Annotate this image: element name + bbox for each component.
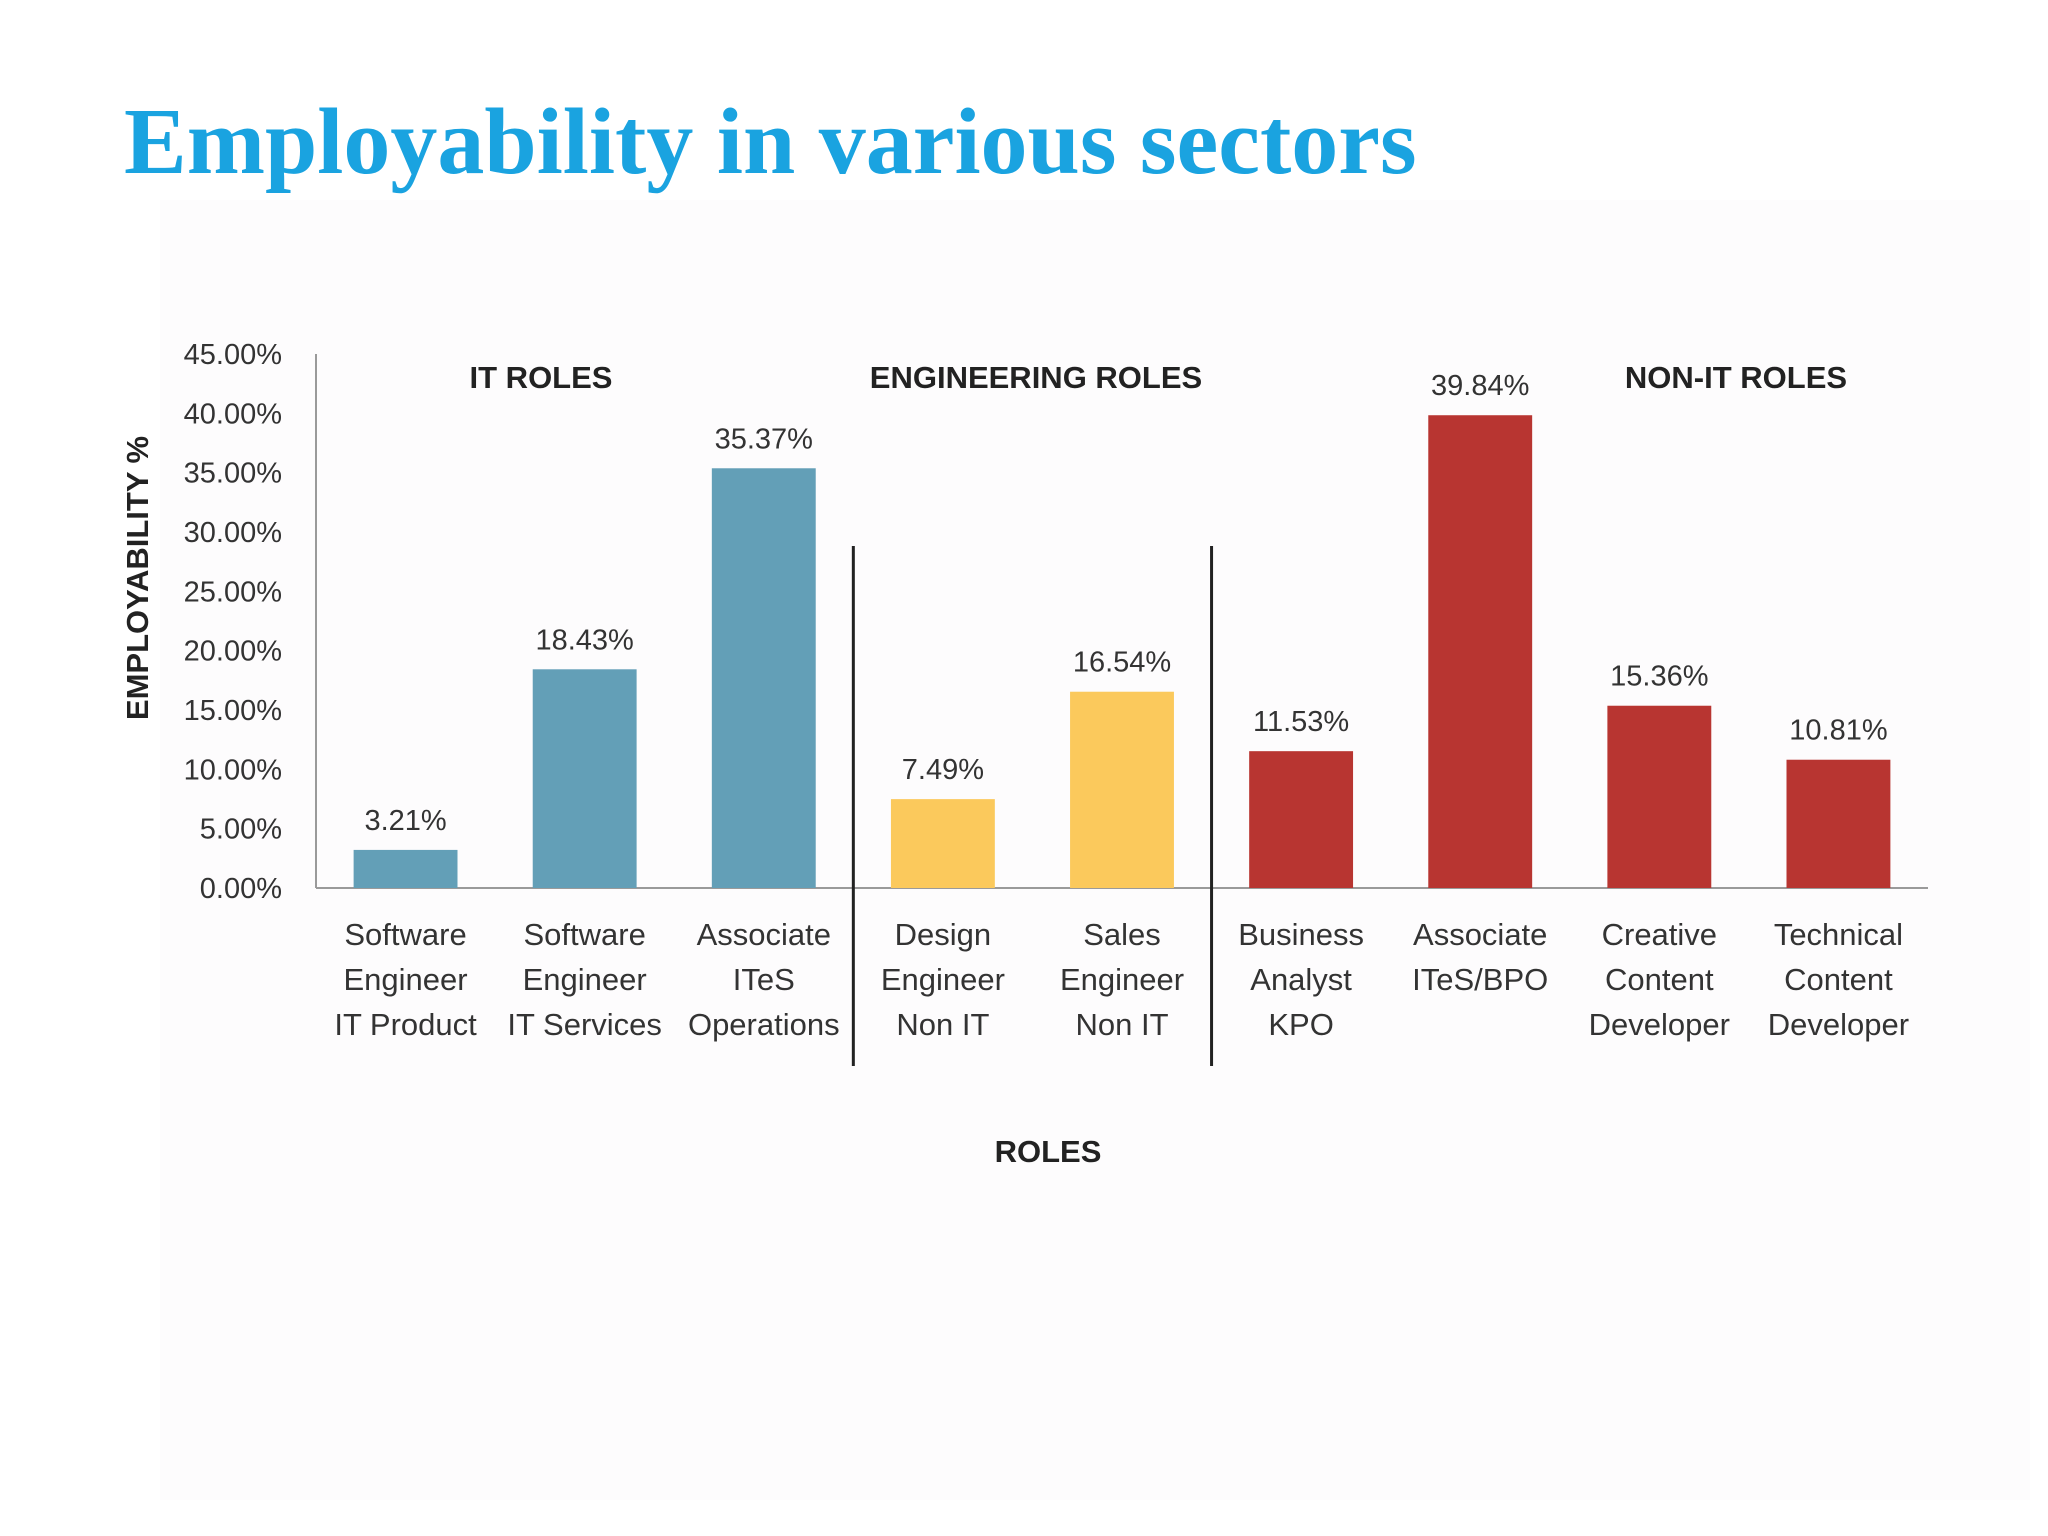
x-category-label-line: IT Services [507,1007,661,1042]
x-category-label-line: Content [1605,962,1714,997]
data-label: 18.43% [535,624,633,656]
x-category-label-line: Developer [1768,1007,1909,1042]
x-category-label-line: Associate [1413,917,1547,952]
group-label: IT ROLES [470,360,613,395]
bar [353,849,458,888]
x-category-label-line: ITeS/BPO [1412,962,1548,997]
bar [711,468,816,888]
x-category-label-line: Developer [1589,1007,1730,1042]
bar [1249,751,1354,888]
bar [532,669,637,888]
x-category-label: Associate ITeS Operations [688,917,840,1042]
data-label: 3.21% [364,805,446,837]
x-category-label-line: Operations [688,1007,840,1042]
x-category-label-line: Engineer [1060,962,1184,997]
bars [353,415,1891,888]
x-category-label-line: ITeS [733,962,795,997]
data-label: 39.84% [1431,370,1529,402]
y-tick-label: 35.00% [184,458,282,490]
data-label: 7.49% [902,754,984,786]
x-category-label-line: Software [344,917,466,952]
x-category-label-line: Creative [1602,917,1717,952]
group-label: ENGINEERING ROLES [870,360,1202,395]
y-tick-label: 40.00% [184,398,282,430]
data-label: 15.36% [1610,661,1708,693]
y-tick-label: 20.00% [184,636,282,668]
y-tick-label: 0.00% [200,873,282,905]
x-category-label-line: Design [895,917,992,952]
x-category-label: Design Engineer Non IT [881,917,1005,1042]
x-category-label-line: Non IT [1075,1007,1168,1042]
group-dividers [851,546,1214,1066]
x-category-label-line: Engineer [344,962,468,997]
y-tick-label: 15.00% [184,695,282,727]
x-category-label: Technical Content Developer [1768,917,1909,1042]
x-category-label: Business Analyst KPO [1238,917,1364,1042]
bar [1607,705,1712,888]
x-category-label-line: Content [1784,962,1893,997]
x-category-label-line: Engineer [881,962,1005,997]
bar [1786,759,1891,888]
x-category-label-line: Technical [1774,917,1903,952]
y-tick-label: 25.00% [184,576,282,608]
y-tick-label: 45.00% [184,339,282,371]
category-labels: Software Engineer IT Product Software Engine… [334,917,1909,1042]
x-category-label: Associate ITeS/BPO [1412,917,1548,997]
data-label: 16.54% [1073,647,1171,679]
x-category-label-line: Associate [697,917,831,952]
y-tick-label: 30.00% [184,517,282,549]
data-label: 10.81% [1789,715,1887,747]
data-labels: 3.21% 18.43% 35.37% 7.49% 16.54% 11.53% 39.84%… [364,370,1887,837]
bar [1428,415,1533,888]
x-category-label-line: Software [523,917,645,952]
y-tick-label: 10.00% [184,754,282,786]
data-label: 35.37% [715,423,813,455]
x-category-label: Sales Engineer Non IT [1060,917,1184,1042]
y-axis-ticks: 0.00% 5.00% 10.00% 15.00% 20.00% 25.00% 30.00%… [184,339,282,905]
x-category-label-line: IT Product [334,1007,477,1042]
x-category-label: Software Engineer IT Product [334,917,477,1042]
x-category-label-line: Sales [1083,917,1161,952]
x-category-label-line: Non IT [896,1007,989,1042]
slide-title: Employability in various sectors [124,90,1417,194]
x-category-label-line: KPO [1268,1007,1333,1042]
group-label: NON-IT ROLES [1625,360,1847,395]
y-axis-title: EMPLOYABILITY % [120,436,155,720]
data-label: 11.53% [1253,706,1349,738]
bar [1070,691,1174,888]
group-labels: IT ROLES ENGINEERING ROLES NON-IT ROLES [470,360,1848,395]
x-category-label: Creative Content Developer [1589,917,1730,1042]
x-category-label-line: Engineer [523,962,647,997]
x-axis-title: ROLES [995,1134,1102,1169]
bar [890,799,995,888]
x-category-label: Software Engineer IT Services [507,917,661,1042]
x-category-label-line: Analyst [1250,962,1352,997]
x-category-label-line: Business [1238,917,1364,952]
y-tick-label: 5.00% [200,814,282,846]
